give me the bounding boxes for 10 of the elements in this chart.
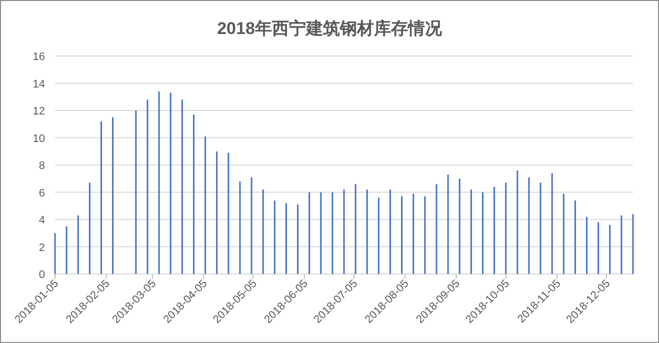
chart-title: 2018年西宁建筑钢材库存情况 — [217, 19, 443, 38]
y-tick-label: 6 — [38, 187, 45, 200]
y-tick-label: 10 — [32, 132, 45, 145]
y-tick-label: 4 — [38, 214, 45, 226]
y-tick-label: 2 — [38, 242, 45, 254]
y-tick-label: 12 — [32, 106, 45, 118]
y-tick-label: 16 — [32, 51, 45, 63]
y-tick-label: 14 — [32, 78, 45, 90]
y-tick-label: 0 — [38, 269, 45, 281]
y-tick-label: 8 — [38, 160, 45, 172]
